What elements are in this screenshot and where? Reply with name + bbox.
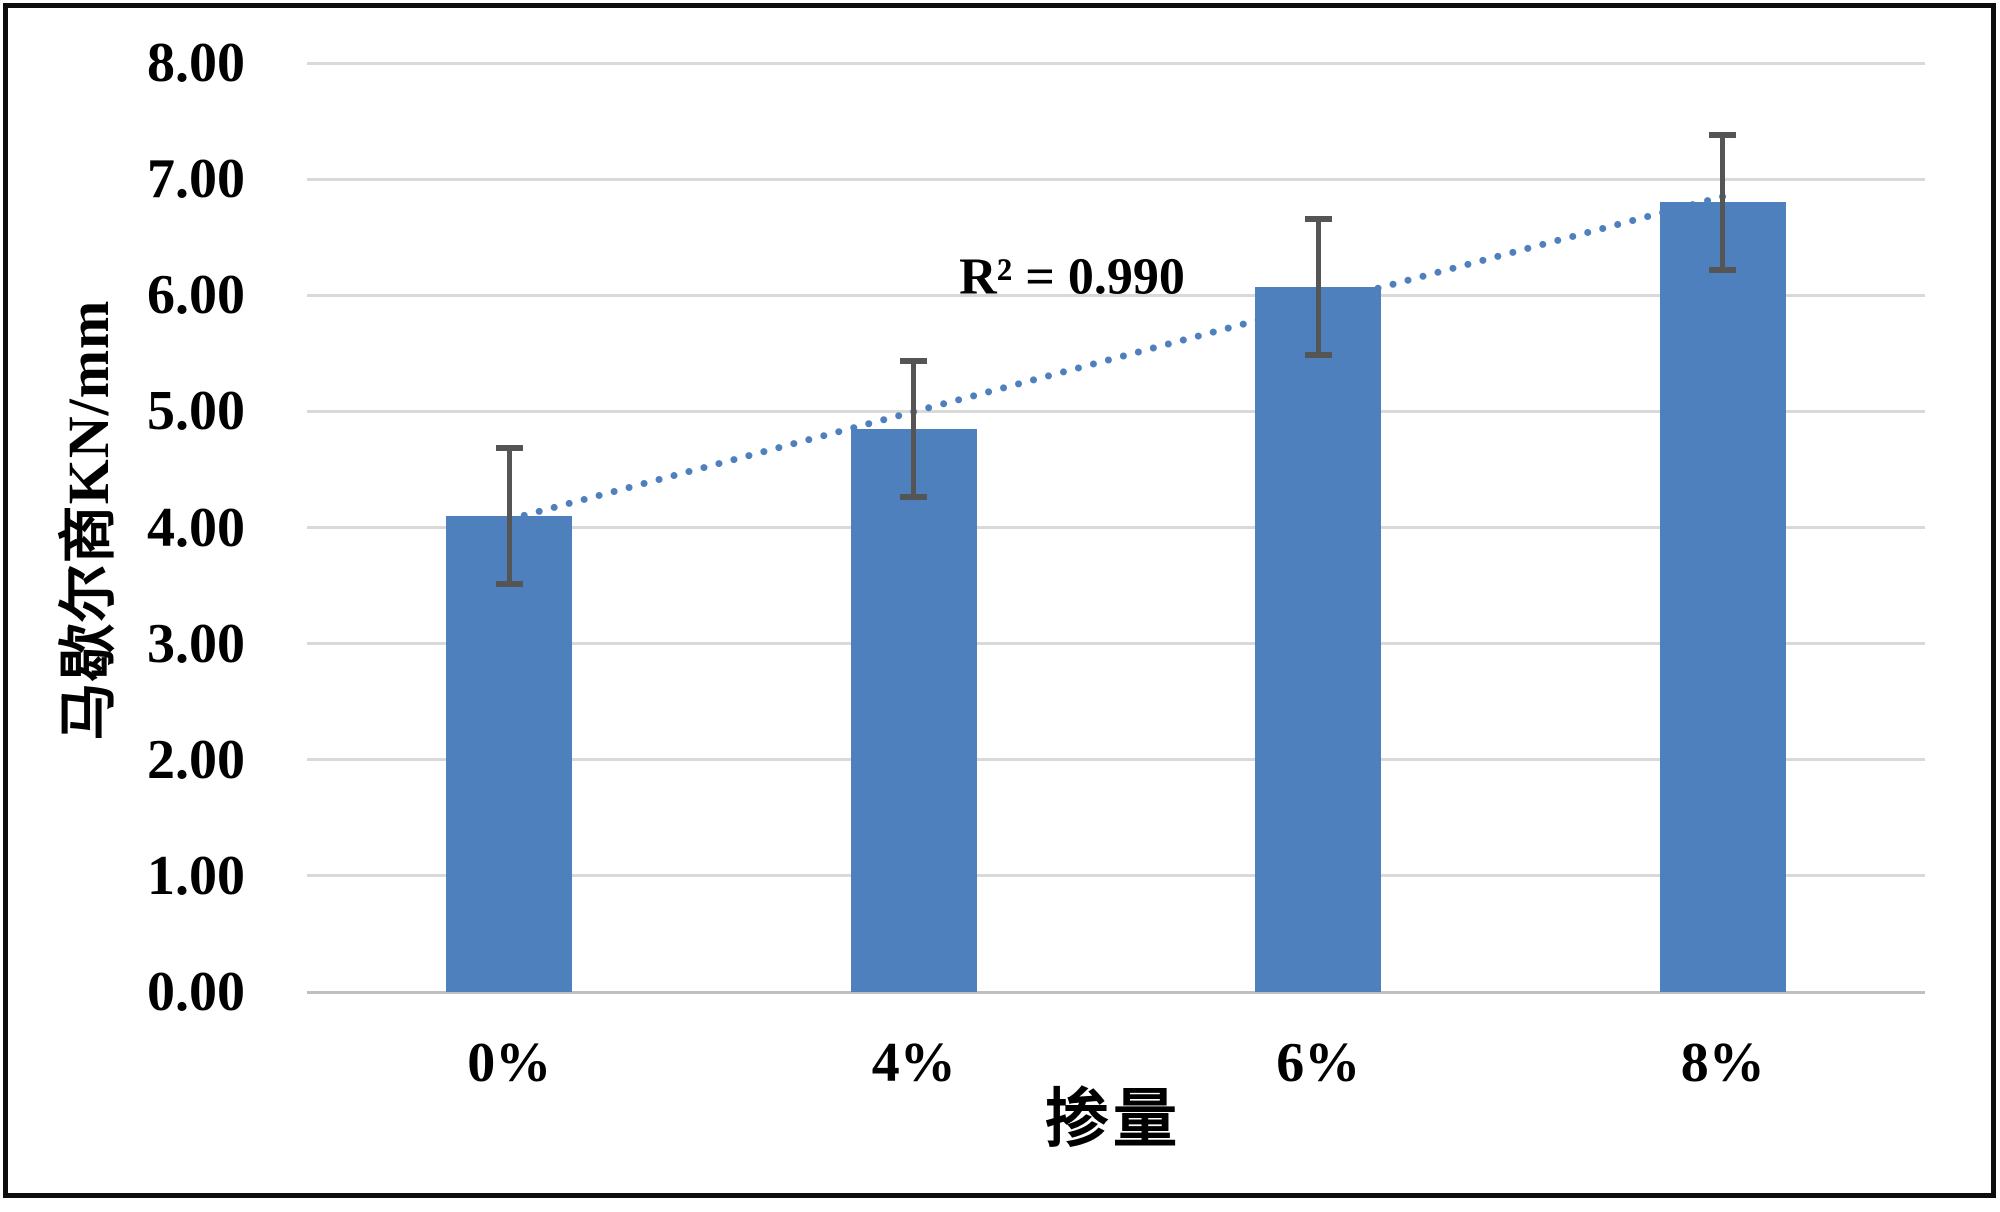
gridline [307,758,1925,762]
x-axis-title: 掺量 [1045,1084,1181,1155]
x-tick-label: 6% [1276,1032,1361,1094]
error-bar-6% [1304,216,1332,358]
y-tick-label: 1.00 [147,844,245,907]
chart-border-frame [3,3,1996,1198]
y-tick-label: 3.00 [147,612,245,675]
y-tick-label: 6.00 [147,264,245,327]
error-bar-cap-bottom [1709,267,1737,274]
bar-4% [850,428,977,992]
y-tick-label: 8.00 [147,32,245,94]
r-squared-annotation: R² = 0.990 [959,248,1185,306]
gridline [307,61,1925,65]
bar-0% [446,515,573,992]
trendline [505,193,1727,523]
error-bar-4% [900,357,928,500]
y-tick-label: 0.00 [147,961,245,1023]
error-bar-cap-top [1304,216,1332,223]
error-bar-cap-bottom [900,493,928,500]
error-bar-0% [495,445,523,587]
error-bar-stem [1315,216,1321,358]
gridline [307,642,1925,646]
y-tick-label: 5.00 [147,380,245,443]
x-tick-label: 4% [871,1032,956,1094]
gridline [307,409,1925,413]
error-bar-stem [506,445,512,587]
gridline [307,177,1925,181]
gridline [307,526,1925,529]
error-bar-cap-bottom [495,580,523,587]
x-tick-label: 8% [1680,1032,1765,1094]
error-bar-cap-bottom [1304,351,1332,358]
y-tick-label: 7.00 [147,148,245,211]
x-tick-label: 0% [467,1032,552,1094]
error-bar-cap-top [900,357,928,364]
bar-6% [1255,287,1382,992]
error-bar-cap-top [1709,131,1737,138]
error-bar-8% [1709,131,1737,274]
gridline [307,874,1925,878]
y-tick-label: 2.00 [147,728,245,791]
error-bar-stem [911,357,917,500]
y-tick-label: 4.00 [147,496,245,559]
gridline [307,293,1925,297]
error-bar-stem [1720,131,1726,274]
x-axis-line [307,990,1925,994]
error-bar-cap-top [495,445,523,452]
bar-8% [1659,202,1786,992]
